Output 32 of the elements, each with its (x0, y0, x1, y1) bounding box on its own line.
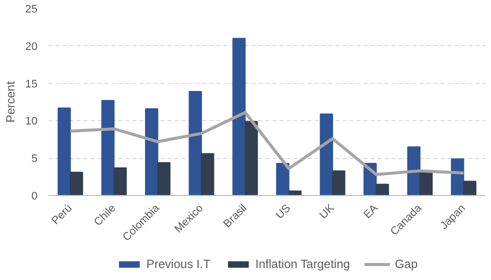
x-tick-label: US (274, 202, 294, 222)
bar (114, 167, 127, 196)
bar (376, 184, 389, 196)
y-tick-label: 0 (31, 190, 38, 202)
bar (463, 180, 476, 196)
y-tick-label: 5 (31, 153, 38, 166)
legend-label: Previous I.T (146, 257, 210, 271)
bar (70, 172, 84, 196)
bar (244, 120, 258, 196)
bar (232, 38, 246, 196)
bar (320, 113, 334, 196)
bar (145, 108, 158, 196)
legend-label: Gap (394, 257, 418, 271)
bar (288, 190, 302, 196)
bar (188, 91, 202, 196)
y-tick-label: 10 (25, 116, 38, 128)
bar (58, 107, 71, 196)
bar (101, 100, 115, 196)
bar (157, 162, 170, 196)
line-series (68, 110, 466, 176)
y-tick-label: 25 (25, 4, 38, 16)
bar (407, 146, 420, 196)
bar (276, 162, 290, 196)
legend-label: Inflation Targeting (255, 257, 350, 271)
bar (200, 153, 214, 196)
y-axis-title: Percent (3, 80, 18, 123)
bar (419, 172, 433, 196)
bar (332, 170, 346, 196)
y-tick-label: 15 (25, 78, 38, 90)
x-tick-label: EA (362, 202, 381, 222)
x-tick-label: UK (318, 202, 338, 222)
y-tick-label: 20 (25, 40, 38, 53)
